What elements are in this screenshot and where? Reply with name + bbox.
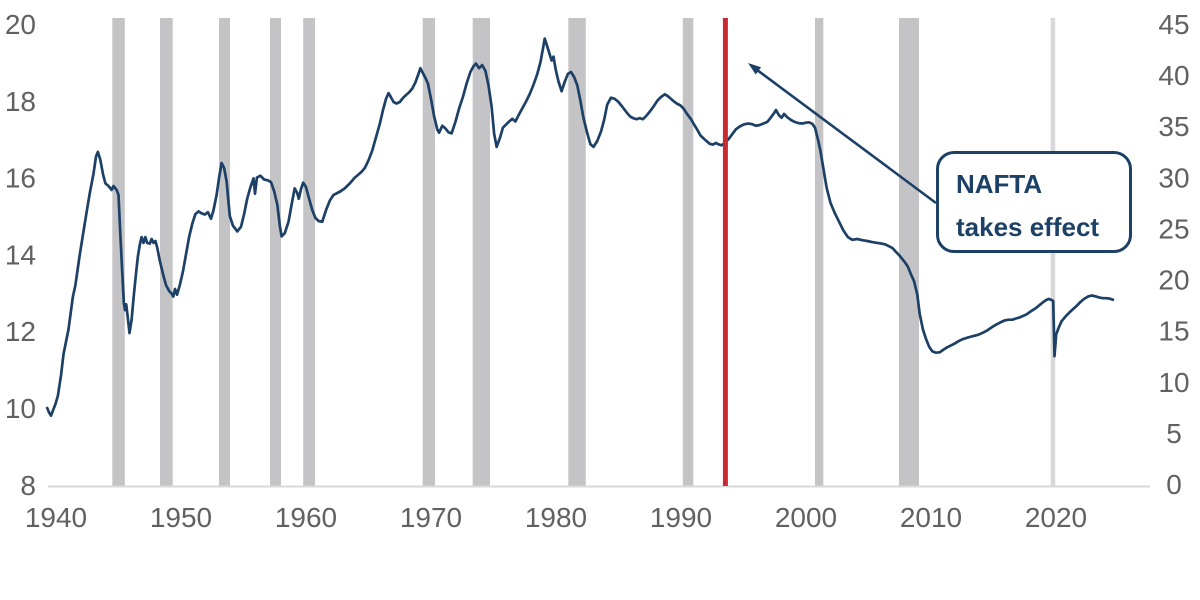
nafta-annotation-line1: NAFTA <box>956 169 1043 199</box>
right-axis-tick-5: 5 <box>1166 418 1182 449</box>
x-axis-tick-2000: 2000 <box>775 502 837 533</box>
nafta-annotation-box: NAFTA takes effect <box>936 151 1132 253</box>
recession-band <box>568 18 586 486</box>
recession-band <box>899 18 919 486</box>
left-axis-tick-14: 14 <box>5 239 36 270</box>
x-axis-tick-1960: 1960 <box>275 502 337 533</box>
annotation-arrow-line <box>756 69 937 205</box>
left-axis-tick-10: 10 <box>5 393 36 424</box>
right-axis-tick-35: 35 <box>1158 111 1189 142</box>
right-axis-tick-40: 40 <box>1158 60 1189 91</box>
recession-band <box>472 18 490 486</box>
x-axis-tick-1940: 1940 <box>25 502 87 533</box>
x-axis-tick-1950: 1950 <box>150 502 212 533</box>
nafta-annotation-line2: takes effect <box>956 212 1100 242</box>
right-axis-tick-15: 15 <box>1158 316 1189 347</box>
right-axis-tick-25: 25 <box>1158 213 1189 244</box>
nafta-event-line <box>722 18 728 486</box>
recession-band <box>303 18 315 486</box>
recession-band <box>815 18 824 486</box>
x-axis-tick-1990: 1990 <box>650 502 712 533</box>
x-axis-tick-1980: 1980 <box>525 502 587 533</box>
right-axis-tick-20: 20 <box>1158 265 1189 296</box>
recession-band <box>112 18 125 486</box>
recession-band <box>682 18 694 486</box>
recession-band <box>160 18 173 486</box>
right-axis-tick-30: 30 <box>1158 162 1189 193</box>
recession-band <box>219 18 230 486</box>
left-axis-tick-16: 16 <box>5 163 36 194</box>
left-axis-tick-18: 18 <box>5 86 36 117</box>
right-axis-tick-45: 45 <box>1158 9 1189 40</box>
x-axis-tick-2010: 2010 <box>900 502 962 533</box>
recession-band <box>422 18 435 486</box>
left-axis-tick-8: 8 <box>20 470 36 501</box>
right-axis-tick-10: 10 <box>1158 367 1189 398</box>
x-axis-tick-2020: 2020 <box>1025 502 1087 533</box>
employment-line <box>45 37 1115 418</box>
annotation-arrowhead-icon <box>748 63 762 75</box>
recession-band <box>270 18 281 486</box>
x-axis-tick-1970: 1970 <box>400 502 462 533</box>
right-axis-tick-0: 0 <box>1166 469 1182 500</box>
left-axis-tick-20: 20 <box>5 9 36 40</box>
left-axis-tick-12: 12 <box>5 316 36 347</box>
